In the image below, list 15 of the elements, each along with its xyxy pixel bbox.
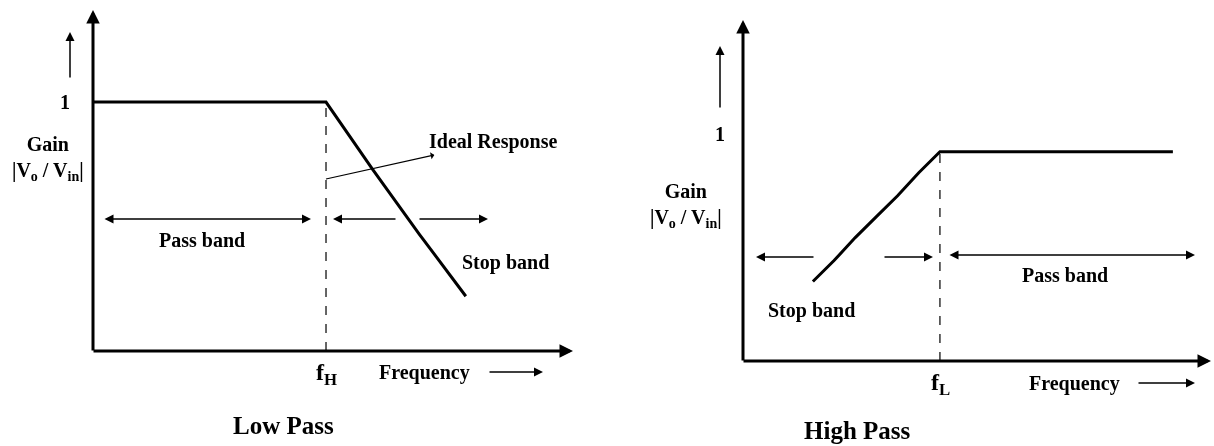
annotation: Pass band (1022, 264, 1109, 286)
annotation: Ideal Response (429, 130, 558, 153)
text: 1 (715, 123, 725, 145)
text: High Pass (804, 417, 911, 444)
annotation: 1 (60, 91, 70, 113)
x-axis-title: Frequency (379, 361, 470, 384)
annotation: Pass band (159, 229, 246, 251)
x-axis-title: Frequency (1029, 372, 1120, 395)
text: Low Pass (233, 412, 334, 439)
text: f$_{H}$ (316, 359, 338, 390)
annotation: Stop band (462, 251, 550, 274)
text: f$_{L}$ (931, 369, 951, 400)
y-axis-title: Gain |V$_{o}$ / V$_{in}$| (650, 180, 722, 232)
y-axis-title: Gain |V$_{o}$ / V$_{in}$| (12, 133, 84, 185)
annotation: Stop band (768, 299, 856, 322)
